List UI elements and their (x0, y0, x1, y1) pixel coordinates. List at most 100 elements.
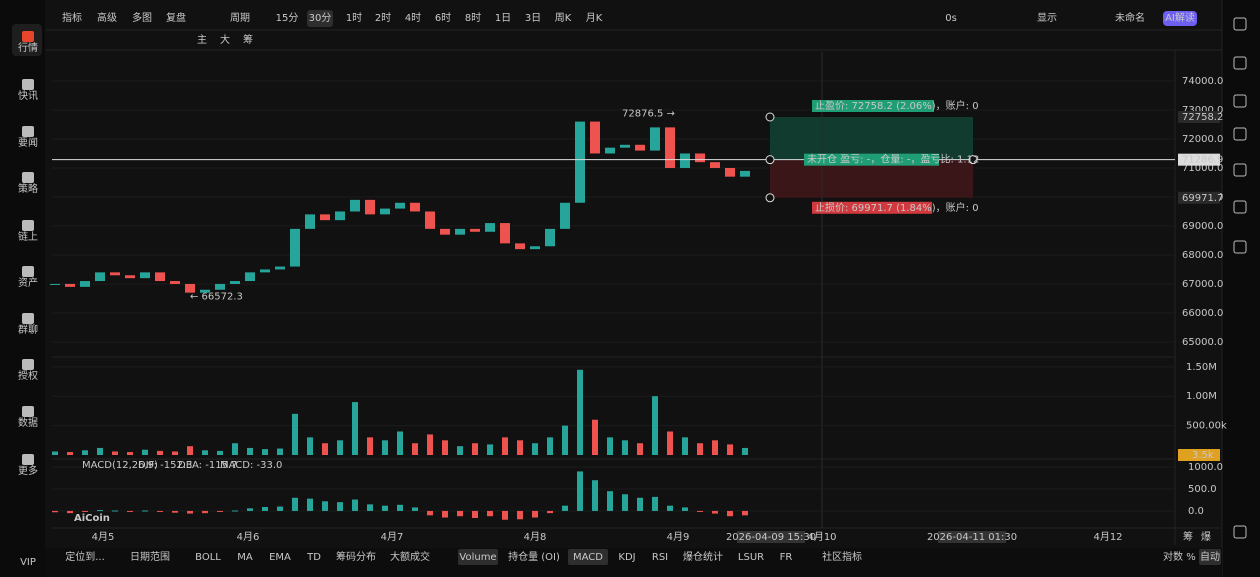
toolbar-button[interactable]: 显示 (1037, 12, 1057, 24)
period-button[interactable]: 4时 (405, 12, 421, 24)
bottom-button[interactable]: 日期范围 (130, 550, 170, 563)
volume-bar (667, 431, 673, 455)
position-handle[interactable] (765, 112, 775, 122)
price-tag: 69971.7 (1182, 193, 1223, 204)
sidebar-icon[interactable] (22, 359, 34, 370)
volume-bar (247, 447, 253, 455)
period-button[interactable]: 30分 (309, 12, 332, 24)
drawing-tool[interactable]: 大 (220, 33, 230, 46)
volume-bar (502, 437, 508, 455)
period-button[interactable]: 2时 (375, 12, 391, 24)
scale-button[interactable]: % (1186, 552, 1196, 563)
indicator-button[interactable]: EMA (269, 552, 291, 563)
candle-body (545, 228, 555, 247)
sidebar-label[interactable]: 要闻 (18, 136, 38, 149)
period-button[interactable]: 月K (586, 12, 603, 24)
sidebar-icon[interactable] (22, 31, 34, 42)
sidebar-label[interactable]: 授权 (18, 369, 38, 382)
macd-bar (517, 510, 523, 520)
indicator-button[interactable]: KDJ (618, 552, 635, 563)
indicator-button[interactable]: RSI (652, 552, 668, 563)
bottom-button[interactable]: 定位到... (65, 550, 105, 563)
toolbar-button[interactable]: AI解读 (1165, 11, 1195, 24)
toolbar-button[interactable]: 指标 (62, 11, 82, 24)
candle-body (245, 272, 255, 282)
sidebar-label[interactable]: VIP (20, 557, 36, 568)
toolbar-button[interactable]: 周期 (230, 12, 250, 24)
toolbar-button[interactable]: 0s (945, 13, 957, 24)
sidebar-icon[interactable] (22, 406, 34, 417)
indicator-button[interactable]: 大额成交 (390, 550, 430, 563)
period-button[interactable]: 周K (555, 12, 572, 24)
macd-bar (127, 510, 133, 512)
position-label: 未开仓 盈亏: -，仓量: -，盈亏比: 1.12 (807, 153, 979, 166)
sidebar-icon[interactable] (22, 79, 34, 90)
sidebar-icon[interactable] (1233, 240, 1247, 254)
period-button[interactable]: 6时 (435, 12, 451, 24)
sidebar-icon[interactable] (22, 313, 34, 324)
sidebar-label[interactable]: 数据 (18, 416, 38, 429)
indicator-button[interactable]: 筹码分布 (336, 550, 376, 563)
period-button[interactable]: 8时 (465, 12, 481, 24)
volume-bar (607, 437, 613, 455)
toolbar-button[interactable]: 高级 (97, 11, 117, 24)
period-button[interactable]: 15分 (276, 12, 299, 24)
axis-button[interactable]: 筹 (1183, 530, 1193, 543)
period-button[interactable]: 1日 (495, 13, 511, 24)
axis-button[interactable]: 爆 (1201, 531, 1211, 543)
drawing-tool[interactable]: 筹 (243, 33, 253, 46)
indicator-button[interactable]: Volume (459, 552, 496, 563)
sidebar-label[interactable]: 群聊 (18, 323, 38, 336)
scale-button[interactable]: 对数 (1163, 550, 1183, 563)
sidebar-icon[interactable] (1233, 200, 1247, 214)
indicator-button[interactable]: 爆仓统计 (683, 550, 723, 563)
sidebar-label[interactable]: 行情 (18, 41, 38, 54)
volume-bar (517, 440, 523, 455)
sidebar-icon[interactable] (22, 220, 34, 231)
candle-body (290, 228, 300, 267)
indicator-button[interactable]: FR (780, 552, 793, 563)
sidebar-icon[interactable] (1233, 525, 1247, 539)
sidebar-label[interactable]: 快讯 (18, 90, 38, 102)
toolbar-button[interactable]: 未命名 (1115, 11, 1145, 24)
period-button[interactable]: 1时 (346, 12, 362, 24)
volume-bar (592, 419, 598, 455)
volume-bar (112, 451, 118, 455)
macd-bar (337, 502, 343, 511)
toolbar-button[interactable]: 多图 (132, 11, 152, 24)
auto-selected (1199, 549, 1221, 565)
indicator-button[interactable]: MA (237, 552, 253, 563)
volume-bar (187, 446, 193, 455)
sidebar-label[interactable]: 链上 (18, 230, 38, 243)
toolbar-button[interactable]: 复盘 (166, 11, 186, 24)
position-handle[interactable] (765, 155, 775, 165)
sidebar-icon[interactable] (1233, 127, 1247, 141)
sidebar-icon[interactable] (1233, 94, 1247, 108)
position-handle[interactable] (968, 155, 978, 165)
period-button[interactable]: 3日 (525, 13, 541, 24)
sidebar-icon[interactable] (1233, 17, 1247, 31)
sidebar-label[interactable]: 更多 (18, 464, 38, 477)
sidebar-icon[interactable] (22, 266, 34, 277)
drawing-tool[interactable]: 主 (197, 34, 207, 46)
sidebar-icon[interactable] (22, 126, 34, 137)
price-tick-label: 67000.0 (1182, 279, 1223, 290)
sidebar-icon[interactable] (22, 172, 34, 183)
indicator-button[interactable]: MACD (573, 552, 603, 563)
indicator-button[interactable]: LSUR (738, 552, 764, 563)
x-tick-label: 4月7 (381, 531, 404, 543)
chart-area (45, 0, 1222, 548)
indicator-button[interactable]: TD (306, 552, 321, 563)
sidebar-icon[interactable] (1233, 163, 1247, 177)
sidebar-label[interactable]: 资产 (18, 276, 38, 289)
sidebar-icon[interactable] (22, 454, 34, 465)
macd-value: MACD: -33.0 (220, 460, 282, 471)
sidebar-label[interactable]: 策略 (18, 182, 38, 195)
scale-button[interactable]: 自动 (1200, 550, 1220, 563)
indicator-button[interactable]: 持仓量 (OI) (508, 550, 560, 563)
indicator-button[interactable]: 社区指标 (822, 550, 862, 563)
candle-body (65, 283, 75, 287)
position-handle[interactable] (765, 193, 775, 203)
indicator-button[interactable]: BOLL (195, 552, 221, 563)
sidebar-icon[interactable] (1233, 56, 1247, 70)
